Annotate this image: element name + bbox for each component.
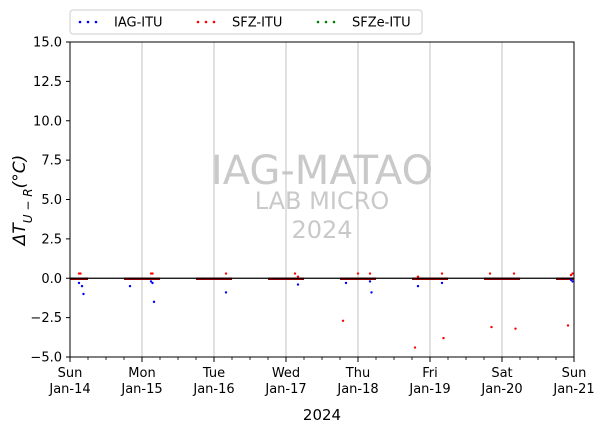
data-point — [356, 272, 360, 275]
y-axis-label-main: ΔT — [10, 222, 30, 248]
data-point — [368, 272, 372, 275]
legend-marker — [212, 20, 216, 24]
legend-marker — [204, 20, 208, 24]
watermark-line2: LAB MICRO — [255, 187, 390, 215]
y-axis-label-unit: (°C) — [10, 155, 30, 189]
y-tick-label: −2.5 — [30, 311, 62, 326]
data-point — [571, 280, 574, 283]
data-point — [151, 272, 154, 275]
grid — [141, 42, 503, 357]
data-point — [341, 319, 345, 322]
x-tick-day: Mon — [128, 366, 155, 381]
x-tick-date: Jan-16 — [192, 382, 234, 397]
legend-marker — [78, 20, 82, 24]
data-point — [416, 275, 420, 278]
data-point — [569, 273, 573, 277]
legend-label: SFZe-ITU — [352, 16, 411, 31]
x-tick-day: Sun — [562, 366, 587, 381]
data-point — [571, 272, 574, 275]
data-point — [344, 281, 348, 285]
data-point — [442, 336, 445, 340]
watermark-line1: IAG-MATAO — [211, 148, 433, 194]
data-point — [370, 291, 373, 294]
x-tick-day: Sat — [491, 366, 512, 381]
y-tick-label: 10.0 — [33, 114, 62, 129]
legend-box — [69, 9, 423, 35]
data-point — [512, 272, 516, 275]
x-axis: SunJan-14MonJan-15TueJan-16WedJan-17ThuJ… — [48, 357, 595, 397]
y-axis-label: ΔTU − R(°C) — [10, 155, 35, 247]
legend-marker — [332, 20, 336, 24]
x-tick-date: Jan-17 — [264, 382, 306, 397]
data-point — [566, 324, 570, 327]
data-point — [490, 325, 493, 329]
legend-label: IAG-ITU — [114, 16, 163, 31]
y-tick-label: 0.0 — [41, 272, 62, 287]
data-point — [569, 278, 573, 282]
y-tick-label: 7.5 — [41, 154, 62, 169]
data-point — [224, 291, 228, 294]
data-point — [440, 272, 444, 275]
data-point — [514, 327, 517, 330]
y-tick-label: 15.0 — [33, 36, 62, 51]
x-tick-date: Jan-14 — [48, 382, 90, 397]
x-tick-day: Fri — [422, 366, 438, 381]
x-tick-date: Jan-21 — [552, 382, 594, 397]
data-point — [296, 283, 300, 286]
legend-marker — [86, 20, 90, 24]
data-point — [149, 280, 153, 283]
x-tick-day: Sun — [58, 366, 83, 381]
y-tick-label: 2.5 — [41, 232, 62, 247]
data-point — [368, 280, 372, 283]
x-tick-date: Jan-20 — [480, 382, 522, 397]
data-point — [80, 284, 84, 288]
x-axis-label: 2024 — [303, 406, 341, 424]
y-tick-label: 5.0 — [41, 193, 62, 208]
data-point — [128, 284, 132, 288]
legend: IAG-ITU SFZ-ITU SFZe-ITU — [69, 9, 423, 35]
y-tick-label: −5.0 — [30, 351, 62, 366]
data-point — [296, 275, 300, 278]
x-tick-date: Jan-15 — [120, 382, 162, 397]
data-point — [293, 272, 297, 275]
x-tick-date: Jan-18 — [336, 382, 378, 397]
data-point — [151, 281, 154, 285]
legend-label: SFZ-ITU — [232, 16, 282, 31]
watermark-line3: 2024 — [291, 216, 352, 244]
data-points — [77, 272, 574, 349]
x-tick-day: Tue — [202, 366, 225, 381]
x-tick-day: Thu — [345, 366, 370, 381]
x-tick-date: Jan-19 — [408, 382, 450, 397]
legend-marker — [196, 20, 200, 24]
y-tick-label: 12.5 — [33, 75, 62, 90]
watermark: IAG-MATAO LAB MICRO 2024 — [211, 148, 433, 244]
legend-marker — [316, 20, 320, 24]
y-axis: −5.0 −2.5 0.0 2.5 5.0 7.5 10.0 12.5 15.0 — [30, 36, 70, 366]
data-point — [79, 272, 82, 275]
legend-marker — [94, 20, 98, 24]
data-point — [82, 292, 85, 296]
legend-marker — [324, 20, 328, 24]
data-point — [488, 272, 492, 275]
data-point — [440, 281, 444, 285]
data-point — [416, 284, 420, 288]
y-axis-label-sub: U − R — [21, 188, 35, 223]
data-point — [224, 272, 228, 275]
data-point — [413, 346, 417, 349]
x-tick-day: Wed — [272, 366, 300, 381]
data-point — [152, 300, 156, 304]
data-point — [77, 281, 81, 285]
